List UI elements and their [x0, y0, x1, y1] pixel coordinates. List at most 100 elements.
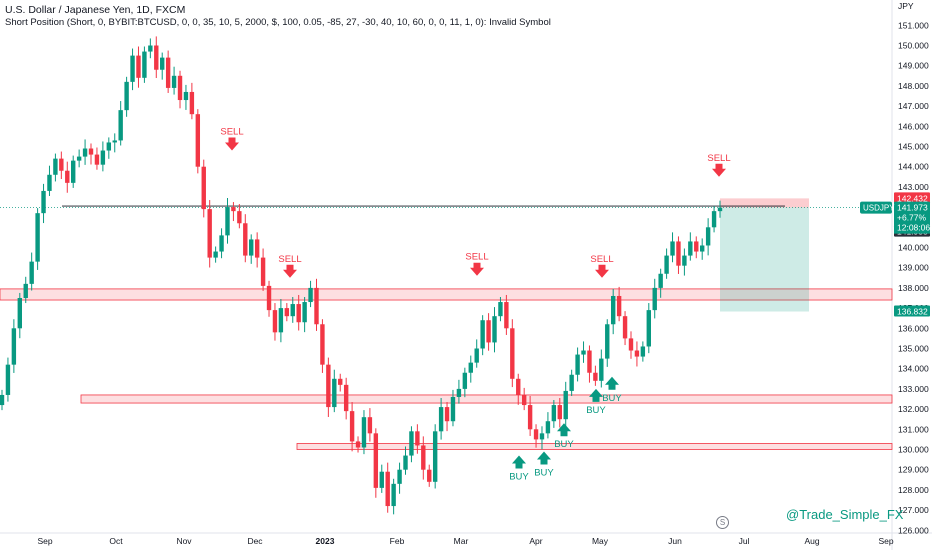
buy-signal-label: BUY: [534, 468, 554, 479]
candle-body: [664, 255, 669, 274]
buy-signal-label: BUY: [586, 405, 606, 416]
candle-body: [676, 241, 681, 266]
sell-arrow-icon: [712, 163, 726, 177]
candle-body: [47, 174, 52, 191]
candle-body: [415, 431, 420, 446]
candle-body: [320, 324, 325, 365]
candle-body: [504, 302, 509, 329]
candle-body: [397, 469, 402, 484]
sell-arrow-icon: [225, 137, 239, 151]
candle-body: [616, 295, 622, 317]
candle-body: [41, 190, 46, 214]
candle-body: [35, 213, 40, 262]
y-tick-label: 139.000: [898, 263, 929, 273]
candle-body: [492, 316, 497, 343]
x-tick-label: Dec: [247, 536, 263, 546]
candle-body: [361, 417, 367, 448]
price-axis-label: [894, 201, 930, 213]
candle-body: [65, 170, 70, 183]
candle-body: [29, 261, 34, 284]
candle-body: [551, 405, 557, 422]
candle-body: [82, 148, 88, 157]
tradingview-logo-icon[interactable]: S: [716, 516, 729, 529]
sell-signal-label: SELL: [707, 153, 730, 164]
sell-signal-label: SELL: [278, 254, 301, 265]
y-tick-label: 147.000: [898, 101, 929, 111]
candle-body: [243, 223, 248, 256]
candle-body: [213, 251, 218, 258]
candle-body: [284, 308, 290, 317]
indicator-legend[interactable]: Short Position (Short, 0, BYBIT:BTCUSD, …: [5, 17, 551, 28]
candle-body: [254, 239, 260, 258]
candle-body: [646, 310, 651, 347]
candle-body: [705, 227, 711, 246]
candle-body: [403, 455, 408, 470]
x-tick-label: Sep: [878, 536, 893, 546]
candle-body: [94, 154, 100, 165]
y-tick-label: 126.000: [898, 525, 929, 535]
candle-body: [165, 57, 171, 88]
candle-body: [183, 91, 189, 101]
x-tick-label: 2023: [316, 536, 335, 546]
candle-body: [260, 257, 266, 286]
x-tick-label: Oct: [109, 536, 123, 546]
candle-body: [278, 308, 284, 333]
candle-body: [593, 372, 598, 381]
candle-body: [207, 209, 212, 258]
buy-arrow-icon: [537, 451, 551, 465]
buy-arrow-icon: [589, 388, 603, 402]
sell-arrow-icon: [470, 262, 484, 276]
candle-body: [355, 441, 361, 448]
candle-body: [438, 407, 444, 432]
candle-body: [474, 348, 479, 363]
candle-body: [539, 433, 545, 440]
candle-body: [480, 320, 485, 349]
candle-body: [717, 207, 723, 212]
candle-body: [498, 302, 503, 317]
ticker-change-box: [894, 211, 930, 234]
candle-body: [634, 350, 640, 357]
candle-body: [640, 346, 646, 357]
candle-body: [332, 378, 337, 408]
bar-countdown: 12:08:06: [897, 223, 930, 233]
ticker-badge: [860, 201, 892, 214]
candle-body: [53, 158, 58, 175]
candle-body: [456, 388, 462, 397]
price-change-percent: +6.77%: [897, 213, 927, 223]
candle-body: [658, 273, 663, 288]
ticker-badge-symbol: USDJPY: [863, 204, 895, 213]
y-tick-label: 150.000: [898, 41, 929, 51]
candle-body: [343, 384, 349, 412]
y-tick-label: 146.000: [898, 121, 929, 131]
candle-body: [17, 298, 23, 329]
sell-arrow-icon: [595, 264, 609, 278]
candle-body: [5, 364, 11, 395]
candle-body: [136, 55, 141, 78]
candle-body: [100, 150, 106, 165]
candle-body: [599, 358, 604, 381]
candle-body: [575, 354, 580, 375]
candle-body: [432, 431, 438, 482]
candle-body: [427, 469, 432, 482]
candle-body: [118, 110, 123, 141]
candle-body: [23, 283, 28, 298]
candle-body: [421, 445, 426, 470]
y-tick-label: 136.000: [898, 323, 929, 333]
price-axis-label: [894, 192, 930, 204]
y-tick-label: 130.000: [898, 445, 929, 455]
buy-arrow-icon: [512, 455, 526, 469]
candle-body: [225, 207, 230, 236]
candle-body: [610, 295, 616, 325]
y-tick-label: 129.000: [898, 465, 929, 475]
candle-body: [112, 140, 117, 143]
y-tick-label: 149.000: [898, 61, 929, 71]
x-tick-label: Apr: [529, 536, 542, 546]
candle-body: [628, 338, 634, 351]
candle-body: [195, 114, 201, 167]
x-tick-label: Jul: [739, 536, 750, 546]
candle-body: [130, 55, 135, 82]
y-tick-label: 135.000: [898, 344, 929, 354]
candle-body: [486, 320, 491, 343]
candle-body: [59, 158, 64, 171]
